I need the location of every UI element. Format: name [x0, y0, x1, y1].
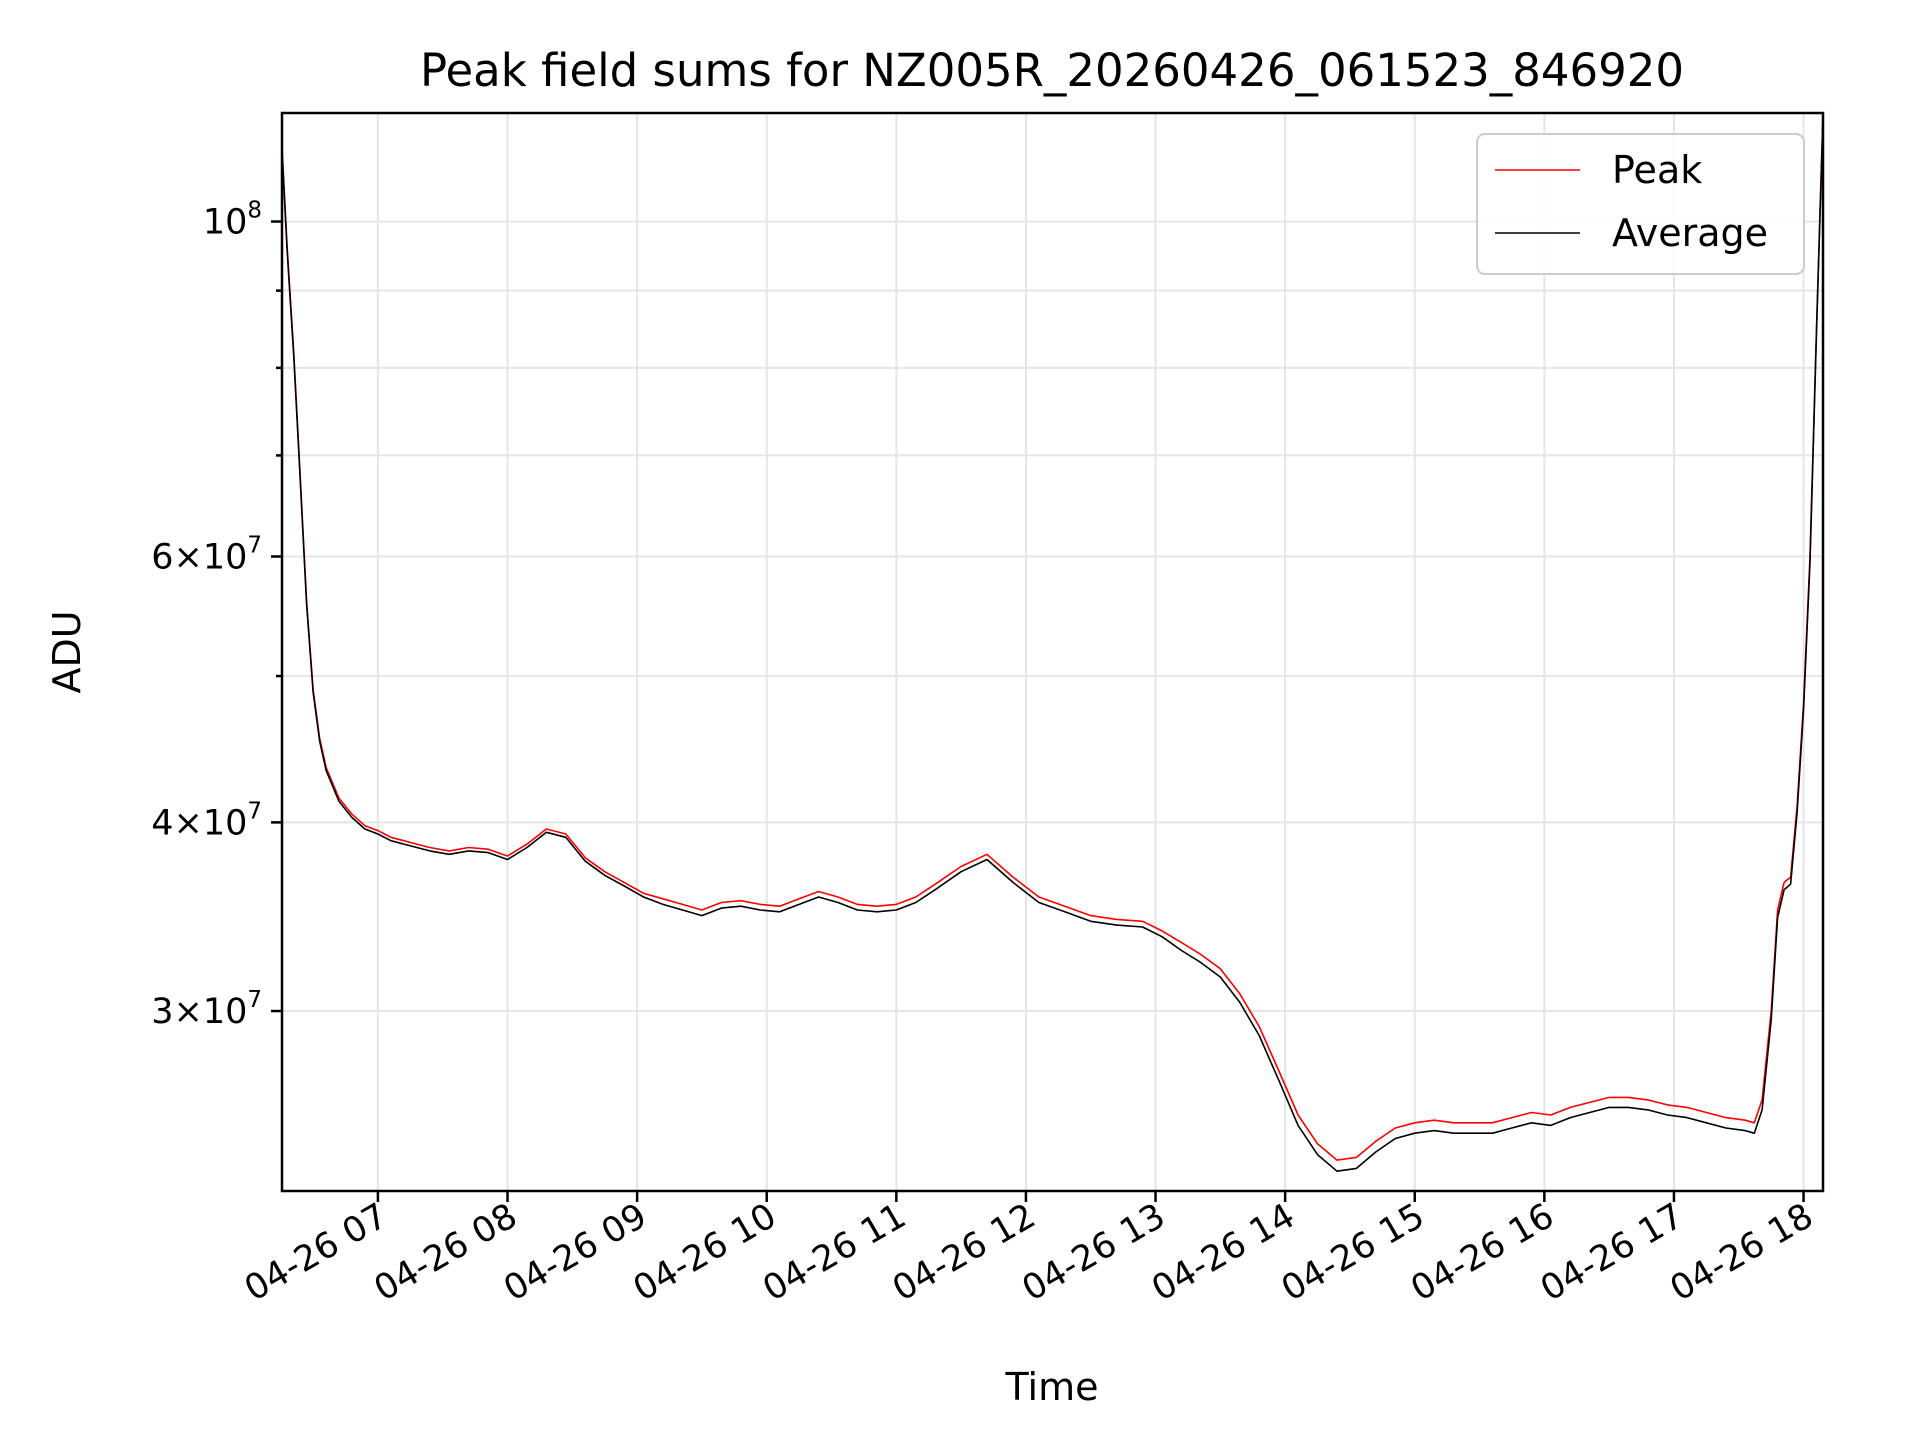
y-axis-label: ADU — [45, 610, 89, 693]
series-layer — [282, 113, 1823, 1172]
y-tick-label: 3×107 — [151, 987, 262, 1032]
chart-title: Peak field sums for NZ005R_20260426_0615… — [420, 44, 1684, 97]
x-axis-label: Time — [1005, 1365, 1099, 1409]
y-tick-label: 6×107 — [151, 533, 262, 578]
series-line-peak — [282, 113, 1823, 1161]
legend-label-peak: Peak — [1612, 148, 1702, 192]
plot-frame — [280, 111, 1825, 1193]
legend-label-average: Average — [1612, 211, 1768, 255]
grid-layer — [282, 113, 1823, 1191]
series-line-average — [282, 115, 1823, 1172]
legend-box — [1476, 133, 1805, 275]
y-tick-label: 108 — [203, 198, 262, 243]
y-tick-label: 4×107 — [151, 798, 262, 843]
legend: Peak Average — [1476, 133, 1805, 275]
